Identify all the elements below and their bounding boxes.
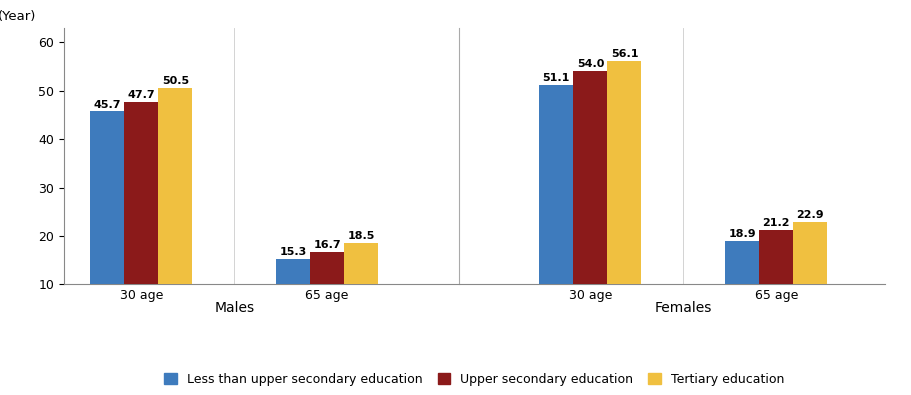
Bar: [573, 71, 607, 333]
Bar: [538, 85, 573, 333]
Text: 15.3: 15.3: [279, 247, 306, 257]
Text: Males: Males: [214, 301, 254, 315]
Legend: Less than upper secondary education, Upper secondary education, Tertiary educati: Less than upper secondary education, Upp…: [159, 368, 788, 391]
Text: 30 age: 30 age: [119, 289, 163, 302]
Text: 21.2: 21.2: [762, 218, 789, 228]
Text: 47.7: 47.7: [128, 90, 155, 100]
Text: Females: Females: [654, 301, 711, 315]
Text: 50.5: 50.5: [161, 76, 189, 86]
Text: 45.7: 45.7: [93, 100, 121, 109]
Bar: [793, 222, 826, 333]
Text: 16.7: 16.7: [313, 240, 341, 250]
Bar: [159, 88, 192, 333]
Bar: [724, 241, 758, 333]
Text: 65 age: 65 age: [305, 289, 348, 302]
Bar: [607, 61, 640, 333]
Bar: [276, 259, 310, 333]
Text: (Year): (Year): [0, 9, 36, 23]
Text: 56.1: 56.1: [610, 49, 638, 59]
Bar: [90, 111, 124, 333]
Text: 18.5: 18.5: [347, 231, 374, 241]
Text: 65 age: 65 age: [753, 289, 797, 302]
Text: 54.0: 54.0: [576, 59, 603, 69]
Bar: [758, 230, 793, 333]
Text: 30 age: 30 age: [568, 289, 611, 302]
Bar: [310, 252, 343, 333]
Text: 18.9: 18.9: [728, 229, 755, 239]
Text: 22.9: 22.9: [795, 210, 824, 220]
Bar: [343, 243, 378, 333]
Bar: [124, 102, 159, 333]
Text: 51.1: 51.1: [542, 73, 569, 83]
